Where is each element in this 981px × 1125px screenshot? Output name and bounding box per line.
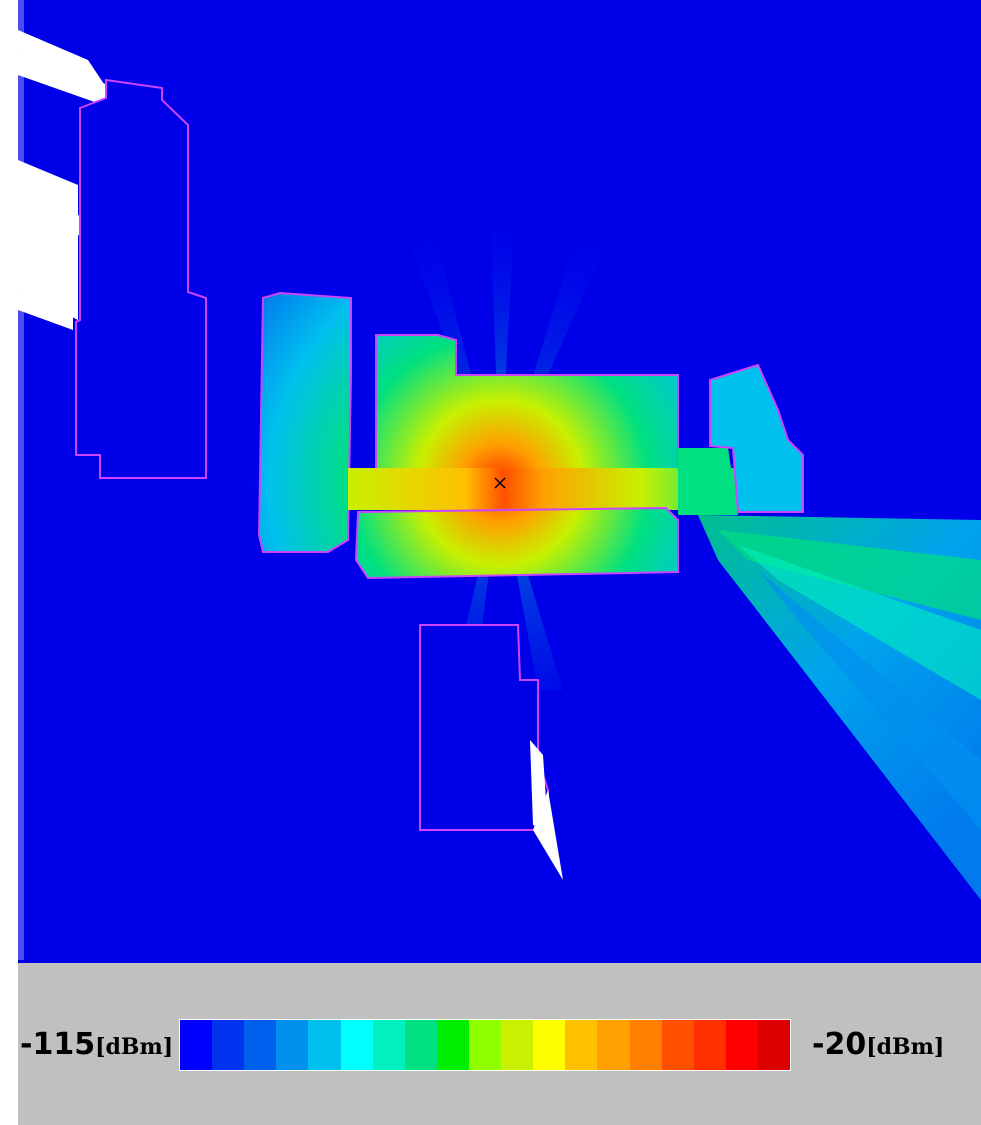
x-mark-icon[interactable]	[494, 477, 506, 489]
color-scale-bar	[179, 1019, 791, 1071]
color-swatch-15	[661, 1020, 694, 1070]
building-east	[709, 363, 804, 513]
color-swatch-0	[180, 1020, 213, 1070]
legend-max-unit: [dBm]	[866, 1034, 945, 1060]
color-swatch-11	[533, 1020, 566, 1070]
color-swatch-6	[372, 1020, 405, 1070]
legend-min-unit: [dBm]	[95, 1034, 174, 1060]
color-swatch-18	[757, 1020, 791, 1070]
color-swatch-4	[308, 1020, 341, 1070]
color-swatch-12	[565, 1020, 598, 1070]
color-swatch-5	[340, 1020, 373, 1070]
color-swatch-9	[468, 1020, 502, 1070]
corridor	[348, 468, 740, 510]
legend-max-label: -20[dBm]	[812, 1025, 944, 1067]
building-left-tall	[75, 78, 207, 479]
color-swatch-14	[629, 1020, 662, 1070]
coverage-map-canvas	[18, 0, 981, 960]
signal-coverage-map[interactable]	[18, 0, 981, 963]
legend-min-value: -115	[20, 1027, 96, 1062]
color-swatch-10	[501, 1020, 534, 1070]
color-swatch-1	[212, 1020, 245, 1070]
color-swatch-16	[693, 1020, 726, 1070]
building-center-north	[375, 334, 679, 473]
building-center-south	[354, 506, 679, 580]
propagation-beams	[698, 515, 981, 900]
building-south	[419, 624, 549, 831]
color-swatch-17	[725, 1020, 758, 1070]
color-swatch-8	[436, 1020, 469, 1070]
color-swatch-13	[597, 1020, 630, 1070]
color-swatch-3	[276, 1020, 309, 1070]
legend-min-label: -115[dBm]	[20, 1025, 173, 1067]
color-swatch-2	[244, 1020, 277, 1070]
color-swatch-7	[404, 1020, 437, 1070]
legend-max-value: -20	[812, 1027, 867, 1062]
building-west	[257, 291, 352, 553]
legend-panel: -115[dBm] -20[dBm]	[18, 963, 981, 1125]
